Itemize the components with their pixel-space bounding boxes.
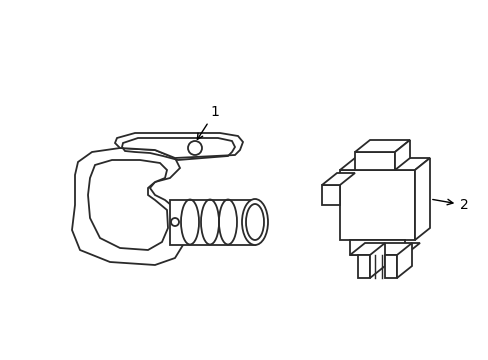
Polygon shape: [396, 243, 411, 278]
Polygon shape: [369, 243, 384, 278]
Polygon shape: [349, 243, 419, 255]
Circle shape: [187, 141, 202, 155]
Text: 1: 1: [197, 105, 219, 139]
Polygon shape: [339, 158, 429, 170]
Text: 2: 2: [432, 198, 468, 212]
Polygon shape: [88, 160, 168, 250]
Polygon shape: [321, 185, 339, 205]
Polygon shape: [72, 148, 183, 265]
Polygon shape: [354, 152, 394, 170]
Polygon shape: [384, 255, 396, 278]
Polygon shape: [170, 200, 254, 245]
Polygon shape: [357, 255, 369, 278]
Polygon shape: [414, 158, 429, 240]
Polygon shape: [394, 140, 409, 170]
Polygon shape: [354, 140, 409, 152]
Ellipse shape: [242, 199, 267, 245]
Polygon shape: [339, 170, 414, 240]
Polygon shape: [349, 240, 404, 255]
Polygon shape: [321, 173, 354, 185]
Circle shape: [171, 218, 179, 226]
Polygon shape: [115, 133, 243, 158]
